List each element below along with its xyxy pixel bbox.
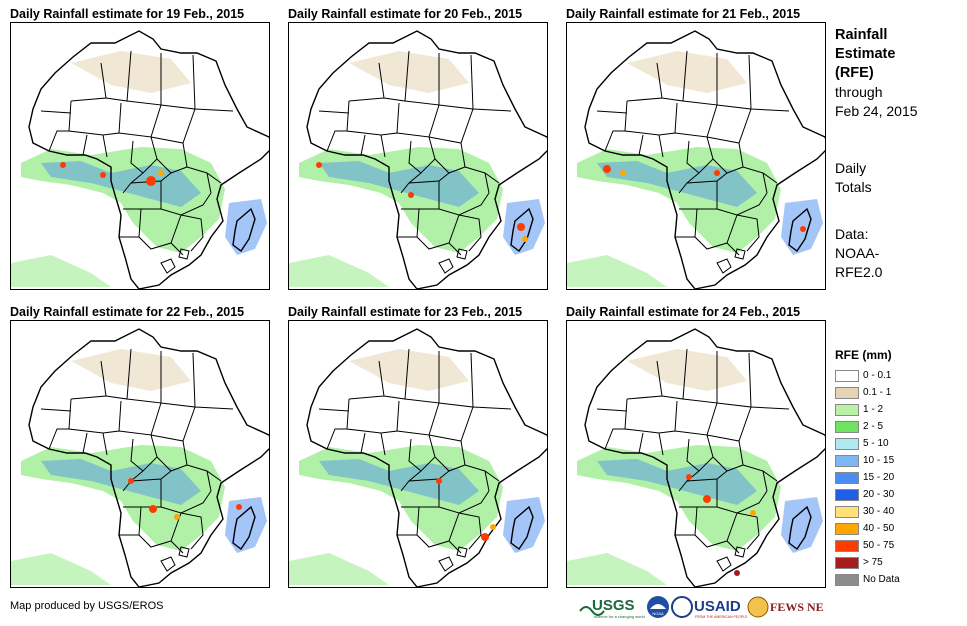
legend-label: 1 - 2 [863,404,884,415]
usaid-logo: USAID FROM THE AMERICAN PEOPLE [671,596,748,619]
rainfall-map-5 [288,320,548,588]
legend-label: 2 - 5 [863,421,884,432]
legend-swatch [835,369,859,382]
panel-title: Daily Rainfall estimate for 20 Feb., 201… [288,7,523,21]
map-description: Rainfall Estimate (RFE) through Feb 24, … [835,26,965,282]
legend-item: 0.1 - 1 [835,384,910,401]
legend-label: 15 - 20 [863,472,895,483]
panel-title: Daily Rainfall estimate for 24 Feb., 201… [566,305,801,319]
heading-line-1: Rainfall [835,27,888,43]
legend-swatch [835,573,859,586]
rainfall-map-6 [566,320,826,588]
legend-swatch [835,403,859,416]
legend-swatch [835,437,859,450]
map-panel-2: Daily Rainfall estimate for 20 Feb., 201… [288,6,550,290]
legend-swatch [835,420,859,433]
legend-label: 0.1 - 1 [863,387,892,398]
legend-swatch [835,539,859,552]
legend-swatch [835,386,859,399]
data-source-2: RFE2.0 [835,264,883,280]
legend-item: 20 - 30 [835,486,910,503]
legend-label: 5 - 10 [863,438,889,449]
legend-item: 50 - 75 [835,537,910,554]
agency-logos: USGS science for a changing world NOAA U… [579,596,823,619]
map-panel-4: Daily Rainfall estimate for 22 Feb., 201… [10,304,272,588]
panel-title: Daily Rainfall estimate for 21 Feb., 201… [566,7,801,21]
map-panel-3: Daily Rainfall estimate for 21 Feb., 201… [566,6,828,290]
legend-item: 15 - 20 [835,469,910,486]
noaa-text: NOAA [652,611,664,616]
rainfall-map-3 [566,22,826,290]
legend-swatch [835,556,859,569]
legend-swatch [835,522,859,535]
legend-item: 30 - 40 [835,503,910,520]
through-label: through [835,84,883,100]
map-credit: Map produced by USGS/EROS [10,600,164,612]
rainfall-map-1 [10,22,270,290]
rfe-legend: RFE (mm) 0 - 0.1 0.1 - 1 1 - 2 2 - 5 5 - 10 1… [835,348,910,588]
rainfall-map-4 [10,320,270,588]
fewsnet-text: FEWS NET [770,600,823,614]
legend-swatch [835,454,859,467]
panel-title: Daily Rainfall estimate for 19 Feb., 201… [10,7,245,21]
fewsnet-logo: FEWS NET [747,596,823,618]
usaid-text: USAID [694,598,741,615]
legend-item: 2 - 5 [835,418,910,435]
legend-item: 1 - 2 [835,401,910,418]
legend-swatch [835,505,859,518]
legend-label: 0 - 0.1 [863,370,892,381]
panel-title: Daily Rainfall estimate for 22 Feb., 201… [10,305,245,319]
legend-label: 10 - 15 [863,455,895,466]
data-label: Data: [835,226,869,242]
daily-label: Daily [835,160,867,176]
legend-item: 0 - 0.1 [835,367,910,384]
usgs-text: USGS [592,597,635,614]
usgs-logo: USGS science for a changing world [579,597,645,619]
legend-item: No Data [835,571,910,588]
map-panel-5: Daily Rainfall estimate for 23 Feb., 201… [288,304,550,588]
legend-label: 30 - 40 [863,506,895,517]
usgs-tagline: science for a changing world [594,614,645,619]
heading-line-3: (RFE) [835,65,874,81]
legend-item: 40 - 50 [835,520,910,537]
rainfall-map-2 [288,22,548,290]
legend-label: 40 - 50 [863,523,895,534]
map-panel-1: Daily Rainfall estimate for 19 Feb., 201… [10,6,272,290]
data-source-1: NOAA- [835,245,880,261]
legend-item: 10 - 15 [835,452,910,469]
heading-line-2: Estimate [835,46,896,62]
legend-swatch [835,488,859,501]
legend-item: > 75 [835,554,910,571]
legend-item: 5 - 10 [835,435,910,452]
legend-title: RFE (mm) [835,348,892,362]
legend-label: > 75 [863,557,883,568]
legend-label: No Data [863,574,900,585]
legend-label: 20 - 30 [863,489,895,500]
totals-label: Totals [835,179,872,195]
legend-label: 50 - 75 [863,540,895,551]
legend-swatch [835,471,859,484]
map-panel-6: Daily Rainfall estimate for 24 Feb., 201… [566,304,828,588]
panel-title: Daily Rainfall estimate for 23 Feb., 201… [288,305,523,319]
noaa-logo: NOAA [647,596,669,618]
through-date: Feb 24, 2015 [835,103,918,119]
usaid-tagline: FROM THE AMERICAN PEOPLE [695,615,748,619]
